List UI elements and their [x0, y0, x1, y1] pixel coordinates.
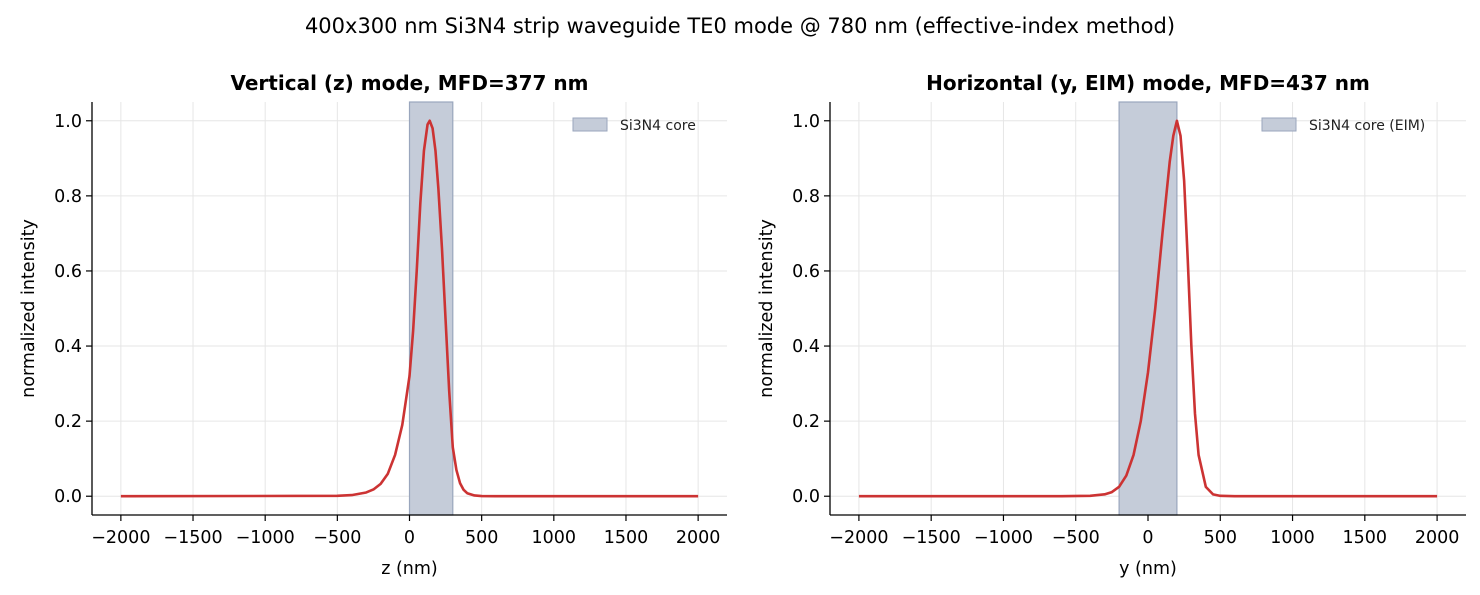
chart-panel-2: −2000 −1500 −1000 −500 0 500 1000 1500 2000 0.0 0.…	[757, 71, 1466, 579]
figure-suptitle: 400x300 nm Si3N4 strip waveguide TE0 mod…	[305, 14, 1175, 38]
y-tick-label: 0.0	[792, 487, 820, 507]
panel-title: Horizontal (y, EIM) mode, MFD=437 nm	[926, 71, 1370, 95]
x-tick-label: −2000	[829, 528, 888, 548]
y-tick-label: 0.8	[792, 187, 820, 207]
x-tick-label: −2000	[91, 528, 150, 548]
legend-label: Si3N4 core (EIM)	[1309, 118, 1425, 134]
x-tick-label: 0	[404, 528, 415, 548]
chart-panel-1: −2000 −1500 −1000 −500 0 500 1000 1500 2000 0.0 0.…	[19, 71, 727, 579]
x-tick-label: −1500	[163, 528, 222, 548]
x-axis-label: y (nm)	[1119, 559, 1177, 579]
legend-swatch	[572, 117, 608, 132]
x-tick-label: −500	[313, 528, 361, 548]
y-axis-label: normalized intensity	[19, 219, 39, 398]
y-axis-label: normalized intensity	[757, 219, 777, 398]
y-tick-label: 0.2	[792, 412, 820, 432]
y-tick-label: 0.2	[54, 412, 82, 432]
mode-intensity-curve	[858, 119, 1438, 498]
x-tick-label: 1000	[532, 528, 577, 548]
y-tick-label: 1.0	[54, 112, 82, 132]
x-tick-label: 2000	[676, 528, 721, 548]
panel-title: Vertical (z) mode, MFD=377 nm	[230, 71, 588, 95]
y-tick-label: 0.4	[792, 337, 820, 357]
y-tick-label: 1.0	[792, 112, 820, 132]
x-tick-label: 0	[1142, 528, 1153, 548]
x-tick-label: 500	[1204, 528, 1237, 548]
y-tick-label: 0.6	[792, 262, 820, 282]
y-tick-label: 0.6	[54, 262, 82, 282]
legend-label: Si3N4 core	[620, 118, 696, 134]
x-tick-label: 2000	[1415, 528, 1460, 548]
x-tick-label: −1000	[974, 528, 1033, 548]
x-tick-label: −1500	[902, 528, 961, 548]
x-tick-label: 1500	[1343, 528, 1388, 548]
x-axis-label: z (nm)	[381, 559, 438, 579]
core-region-band	[1118, 101, 1178, 516]
y-tick-label: 0.0	[54, 487, 82, 507]
x-tick-label: −500	[1052, 528, 1100, 548]
mode-intensity-curve	[120, 119, 699, 498]
y-tick-label: 0.4	[54, 337, 82, 357]
x-tick-label: 1000	[1270, 528, 1315, 548]
x-tick-label: 500	[465, 528, 498, 548]
y-tick-label: 0.8	[54, 187, 82, 207]
x-tick-label: 1500	[604, 528, 649, 548]
legend-swatch	[1261, 117, 1297, 132]
x-tick-label: −1000	[236, 528, 295, 548]
